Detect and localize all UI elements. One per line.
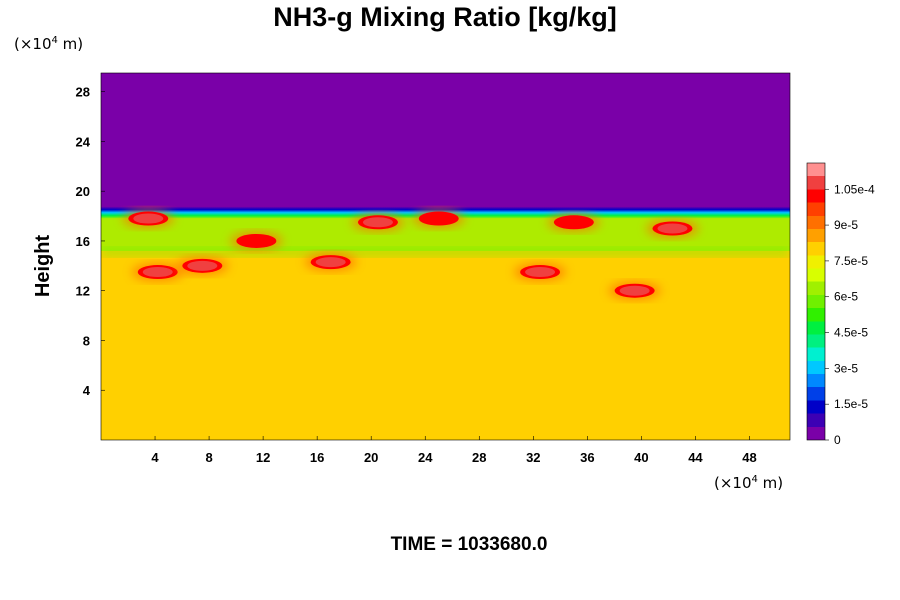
concentration-patch (351, 213, 404, 232)
upper-region (101, 73, 790, 209)
x-tick-label: 24 (418, 450, 433, 465)
x-tick-label: 28 (472, 450, 486, 465)
time-label: TIME = 1033680.0 (391, 534, 548, 555)
colorbar-scale (806, 162, 826, 441)
colorbar-tick-label: 7.5e-5 (834, 254, 868, 268)
x-tick-label: 12 (256, 450, 270, 465)
concentration-patch (304, 253, 357, 272)
concentration-patch (547, 213, 600, 232)
y-tick-label: 28 (76, 85, 90, 100)
high-concentration-patches (122, 209, 699, 300)
x-axis-ticks: 4 8 12 16 20 24 28 32 36 40 44 48 (151, 436, 757, 465)
x-tick-label: 8 (205, 450, 212, 465)
x-tick-label: 32 (526, 450, 540, 465)
concentration-patch (514, 263, 567, 282)
colorbar-tick-label: 1.5e-5 (834, 397, 868, 411)
x-unit-label: (×104 m) (714, 474, 783, 492)
y-tick-label: 16 (76, 234, 90, 249)
x-tick-label: 4 (151, 450, 159, 465)
x-tick-label: 16 (310, 450, 324, 465)
x-tick-label: 44 (688, 450, 703, 465)
concentration-patch (230, 231, 283, 250)
colorbar-tick-label: 0 (834, 433, 841, 447)
concentration-patch (608, 281, 661, 300)
colorbar: 0 1.5e-5 3e-5 4.5e-5 6e-5 7.5e-5 9e-5 1.05e-4 (806, 162, 875, 447)
colorbar-tick-label: 9e-5 (834, 218, 858, 232)
colorbar-tick-label: 3e-5 (834, 361, 858, 375)
y-tick-label: 24 (76, 134, 91, 149)
colorbar-ticks: 0 1.5e-5 3e-5 4.5e-5 6e-5 7.5e-5 9e-5 1.05e-4 (825, 182, 875, 447)
y-tick-label: 12 (76, 284, 90, 299)
concentration-patch (131, 263, 184, 282)
y-axis-ticks: 4 8 12 16 20 24 28 (76, 85, 105, 398)
heatmap-plot-area (101, 73, 790, 440)
x-tick-label: 40 (634, 450, 648, 465)
concentration-patch (646, 219, 699, 238)
mixed-layer-edge (101, 247, 790, 256)
concentration-patch (412, 209, 465, 228)
y-axis-label: Height (32, 235, 54, 298)
y-tick-label: 20 (76, 184, 90, 199)
concentration-patch (176, 256, 229, 275)
x-tick-label: 36 (580, 450, 594, 465)
chart-title: NH3-g Mixing Ratio [kg/kg] (273, 2, 617, 32)
plot-frame (100, 72, 791, 441)
y-tick-label: 8 (83, 333, 90, 348)
y-unit-label: (×104 m) (14, 35, 83, 53)
colorbar-tick-label: 4.5e-5 (834, 326, 868, 340)
y-tick-label: 4 (83, 383, 91, 398)
x-tick-label: 20 (364, 450, 378, 465)
colorbar-tick-label: 1.05e-4 (834, 182, 875, 196)
colorbar-tick-label: 6e-5 (834, 290, 858, 304)
concentration-patch (122, 209, 175, 228)
x-tick-label: 48 (742, 450, 756, 465)
